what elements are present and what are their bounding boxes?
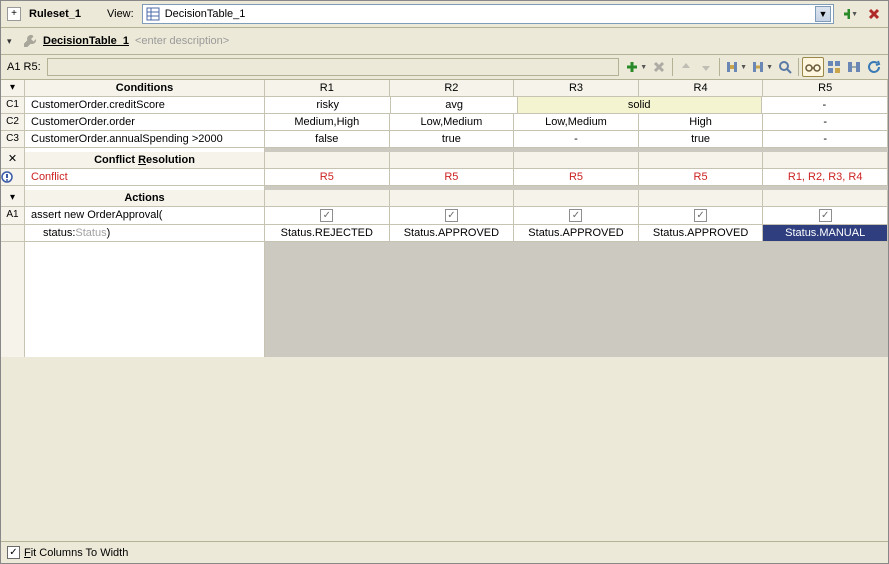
action-check[interactable]: ✓: [265, 207, 390, 225]
cell[interactable]: R5: [514, 169, 639, 186]
row-header[interactable]: C1: [1, 97, 25, 114]
row-header[interactable]: C3: [1, 131, 25, 148]
toolbar-gap-left-button[interactable]: ▼: [723, 57, 749, 77]
cell[interactable]: false: [265, 131, 390, 148]
col-header-r1[interactable]: R1: [265, 80, 390, 97]
cell[interactable]: R5: [639, 169, 764, 186]
condition-label[interactable]: CustomerOrder.order: [25, 114, 265, 131]
cell-blank: [265, 190, 390, 207]
cell[interactable]: solid: [518, 97, 762, 114]
row-header[interactable]: A1: [1, 207, 25, 225]
cell[interactable]: Medium,High: [265, 114, 390, 131]
cell[interactable]: avg: [391, 97, 517, 114]
toolbar-glasses-toggle[interactable]: [802, 57, 824, 77]
cell[interactable]: R5: [265, 169, 390, 186]
cell[interactable]: true: [639, 131, 764, 148]
cell[interactable]: Status.APPROVED: [390, 225, 515, 242]
delete-view-button[interactable]: [866, 6, 882, 22]
condition-label[interactable]: CustomerOrder.annualSpending >2000: [25, 131, 265, 148]
conflict-row-icon[interactable]: [1, 169, 25, 186]
col-header-r4[interactable]: R4: [639, 80, 764, 97]
table-description-placeholder[interactable]: <enter description>: [135, 35, 229, 47]
toolbar-gap-right-button[interactable]: ▼: [749, 57, 775, 77]
col-header-r5[interactable]: R5: [763, 80, 888, 97]
cell[interactable]: risky: [265, 97, 391, 114]
cell-blank: [390, 190, 515, 207]
expand-ruleset-button[interactable]: +: [7, 7, 21, 21]
cell-reference-label: A1 R5:: [5, 58, 43, 76]
toolbar-move-down-button[interactable]: [696, 57, 716, 77]
condition-label[interactable]: CustomerOrder.creditScore: [25, 97, 265, 114]
ruleset-title: Ruleset_1: [29, 8, 81, 20]
actions-header: Actions: [25, 190, 265, 207]
add-view-button[interactable]: ▼: [842, 6, 858, 22]
cell[interactable]: Status.APPROVED: [639, 225, 764, 242]
toolbar-move-up-button[interactable]: [676, 57, 696, 77]
toolbar-compare-button[interactable]: [844, 57, 864, 77]
wrench-icon: [23, 34, 37, 48]
conditions-collapse-arrow[interactable]: ▾: [1, 80, 25, 97]
view-dropdown-value: DecisionTable_1: [161, 8, 815, 20]
decision-table-icon: [145, 6, 161, 22]
cell-blank: [390, 152, 515, 169]
cell[interactable]: true: [390, 131, 515, 148]
fit-columns-checkbox[interactable]: ✓: [7, 546, 20, 559]
action-check[interactable]: ✓: [514, 207, 639, 225]
cell[interactable]: Low,Medium: [390, 114, 515, 131]
cell[interactable]: -: [763, 131, 888, 148]
cell[interactable]: -: [763, 114, 888, 131]
toolbar-delete-button[interactable]: [649, 57, 669, 77]
actions-collapse-arrow[interactable]: ▾: [1, 190, 25, 207]
formula-input[interactable]: [47, 58, 620, 76]
action-check[interactable]: ✓: [639, 207, 764, 225]
view-dropdown[interactable]: DecisionTable_1 ▼: [142, 4, 834, 24]
conflict-close-button[interactable]: ✕: [1, 152, 25, 169]
cell[interactable]: High: [639, 114, 764, 131]
cell[interactable]: Status.APPROVED: [514, 225, 639, 242]
cell[interactable]: Low,Medium: [514, 114, 639, 131]
action-check[interactable]: ✓: [390, 207, 515, 225]
collapse-chevron-icon[interactable]: ▾: [7, 36, 17, 47]
dropdown-arrow-icon: ▼: [815, 6, 831, 22]
conditions-header: Conditions: [25, 80, 265, 97]
conflict-header: Conflict Resolution: [25, 152, 265, 169]
toolbar-refresh-button[interactable]: [864, 57, 884, 77]
cell-blank: [639, 190, 764, 207]
col-header-r2[interactable]: R2: [390, 80, 515, 97]
col-header-r3[interactable]: R3: [514, 80, 639, 97]
cell[interactable]: -: [514, 131, 639, 148]
row-header-blank: [1, 225, 25, 242]
toolbar-find-button[interactable]: [775, 57, 795, 77]
cell-blank: [639, 152, 764, 169]
cell-blank: [265, 152, 390, 169]
action-sub-label[interactable]: status:Status): [25, 225, 265, 242]
view-label: View:: [107, 8, 134, 20]
cell-blank: [763, 190, 888, 207]
table-name[interactable]: DecisionTable_1: [43, 35, 129, 47]
action-label[interactable]: assert new OrderApproval(: [25, 207, 265, 225]
fit-columns-label[interactable]: Fit Columns To Width: [24, 547, 128, 559]
cell-blank: [763, 152, 888, 169]
cell-blank: [514, 190, 639, 207]
toolbar-add-button[interactable]: ▼: [623, 57, 649, 77]
conflict-label[interactable]: Conflict: [25, 169, 265, 186]
action-check[interactable]: ✓: [763, 207, 888, 225]
cell[interactable]: R1, R2, R3, R4: [763, 169, 888, 186]
row-header[interactable]: C2: [1, 114, 25, 131]
cell-selected[interactable]: Status.MANUAL: [763, 225, 888, 242]
cell[interactable]: Status.REJECTED: [265, 225, 390, 242]
toolbar-layout-button[interactable]: [824, 57, 844, 77]
cell[interactable]: -: [762, 97, 888, 114]
cell[interactable]: R5: [390, 169, 515, 186]
cell-blank: [514, 152, 639, 169]
